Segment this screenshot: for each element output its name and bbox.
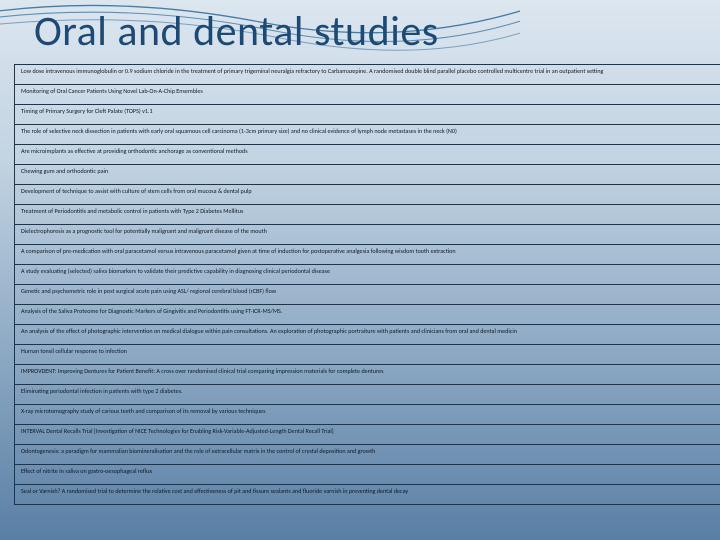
- study-cell: Monitoring of Oral Cancer Patients Using…: [15, 85, 720, 105]
- table-row: An analysis of the effect of photographi…: [15, 325, 720, 345]
- table-row: Analysis of the Saliva Proteome for Diag…: [15, 305, 720, 325]
- table-row: Seal or Varnish? A randomised trial to d…: [15, 485, 720, 505]
- study-cell: The role of selective neck dissection in…: [15, 125, 720, 145]
- study-cell: Human tonsil cellular response to infect…: [15, 345, 720, 365]
- table-row: Human tonsil cellular response to infect…: [15, 345, 720, 365]
- table-row: Development of technique to assist with …: [15, 185, 720, 205]
- study-cell: Eliminating periodontal infection in pat…: [15, 385, 720, 405]
- studies-table: Low dose intravenous immunoglobulin or 0…: [14, 64, 720, 505]
- study-cell: IMPROVDENT: Improving Dentures for Patie…: [15, 365, 720, 385]
- table-row: The role of selective neck dissection in…: [15, 125, 720, 145]
- study-cell: Timing of Primary Surgery for Cleft Pala…: [15, 105, 720, 125]
- table-row: Low dose intravenous immunoglobulin or 0…: [15, 65, 720, 85]
- table-row: Timing of Primary Surgery for Cleft Pala…: [15, 105, 720, 125]
- study-cell: Dielectrophoresis as a prognostic tool f…: [15, 225, 720, 245]
- table-row: Eliminating periodontal infection in pat…: [15, 385, 720, 405]
- table-row: Odontogenesis: a paradigm for mammalian …: [15, 445, 720, 465]
- study-cell: Seal or Varnish? A randomised trial to d…: [15, 485, 720, 505]
- study-cell: An analysis of the effect of photographi…: [15, 325, 720, 345]
- table-row: INTERVAL Dental Recalls Trial [Investiga…: [15, 425, 720, 445]
- table-row: Dielectrophoresis as a prognostic tool f…: [15, 225, 720, 245]
- study-cell: A study evaluating (selected) saliva bio…: [15, 265, 720, 285]
- study-cell: Effect of nitrite in saliva on gastro-oe…: [15, 465, 720, 485]
- slide-title: Oral and dental studies: [34, 6, 439, 57]
- study-cell: Are microimplants as effective at provid…: [15, 145, 720, 165]
- study-cell: Low dose intravenous immunoglobulin or 0…: [15, 65, 720, 85]
- table-row: A comparison of pre-medication with oral…: [15, 245, 720, 265]
- study-cell: INTERVAL Dental Recalls Trial [Investiga…: [15, 425, 720, 445]
- table-row: Chewing gum and orthodontic pain: [15, 165, 720, 185]
- table-row: A study evaluating (selected) saliva bio…: [15, 265, 720, 285]
- study-cell: Treatment of Periodontitis and metabolic…: [15, 205, 720, 225]
- study-cell: Development of technique to assist with …: [15, 185, 720, 205]
- table-row: IMPROVDENT: Improving Dentures for Patie…: [15, 365, 720, 385]
- study-cell: Analysis of the Saliva Proteome for Diag…: [15, 305, 720, 325]
- table-row: Treatment of Periodontitis and metabolic…: [15, 205, 720, 225]
- table-row: Are microimplants as effective at provid…: [15, 145, 720, 165]
- studies-table-container: Low dose intravenous immunoglobulin or 0…: [14, 64, 720, 540]
- study-cell: Chewing gum and orthodontic pain: [15, 165, 720, 185]
- table-row: Effect of nitrite in saliva on gastro-oe…: [15, 465, 720, 485]
- study-cell: Genetic and psychometric role in post su…: [15, 285, 720, 305]
- table-row: Genetic and psychometric role in post su…: [15, 285, 720, 305]
- study-cell: Odontogenesis: a paradigm for mammalian …: [15, 445, 720, 465]
- table-row: X-ray microtomography study of carious t…: [15, 405, 720, 425]
- study-cell: X-ray microtomography study of carious t…: [15, 405, 720, 425]
- table-row: Monitoring of Oral Cancer Patients Using…: [15, 85, 720, 105]
- study-cell: A comparison of pre-medication with oral…: [15, 245, 720, 265]
